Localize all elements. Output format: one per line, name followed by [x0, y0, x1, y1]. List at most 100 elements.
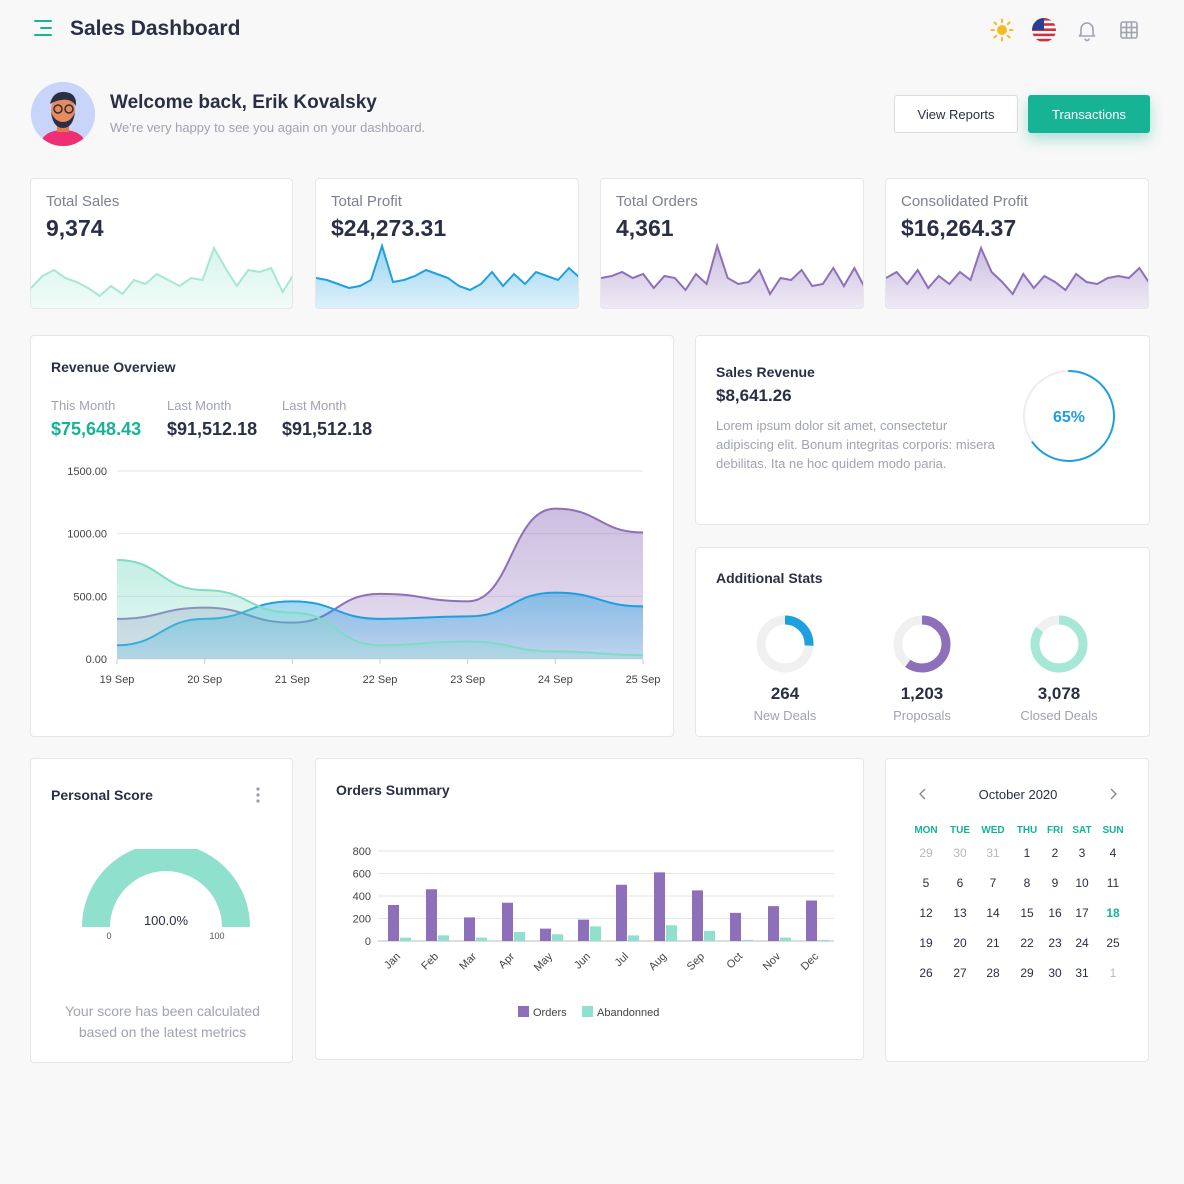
calendar-day[interactable]: 16 [1048, 906, 1062, 920]
bar [502, 902, 513, 941]
page-title: Sales Dashboard [70, 17, 241, 40]
calendar-day[interactable]: 2 [1051, 846, 1059, 860]
calendar-day[interactable]: 14 [986, 906, 1000, 920]
stat-label: Consolidated Profit [901, 193, 1028, 210]
series-line [116, 558, 644, 657]
calendar-day[interactable]: 21 [986, 936, 1000, 950]
calendar-day[interactable]: 11 [1106, 876, 1120, 890]
x-tick-label: Oct [725, 951, 746, 972]
calendar-day[interactable]: 30 [953, 846, 967, 860]
us-flag-icon[interactable] [1032, 18, 1056, 42]
legend-swatch [518, 1006, 529, 1017]
stat-label: Total Orders [616, 193, 698, 210]
calendar-day[interactable]: 20 [953, 936, 967, 950]
menu-icon[interactable] [34, 20, 56, 38]
calendar-day[interactable]: 22 [1020, 936, 1034, 950]
calendar-day[interactable]: 18 [1106, 906, 1120, 920]
y-tick-label: 0 [365, 936, 371, 948]
calendar-day[interactable]: 3 [1078, 846, 1086, 860]
transactions-button[interactable]: Transactions [1028, 95, 1150, 133]
calendar-day[interactable]: 1 [1109, 966, 1117, 980]
card-title: Sales Revenue [716, 364, 815, 380]
sales-revenue-card: Sales Revenue $8,641.26 Lorem ipsum dolo… [695, 335, 1150, 525]
sparkline-chart [316, 242, 578, 308]
stat-label: New Deals [753, 708, 817, 723]
x-tick-label: 19 Sep [100, 674, 135, 686]
bar [438, 935, 449, 941]
calendar-day[interactable]: 31 [1075, 966, 1089, 980]
calendar-day[interactable]: 13 [953, 906, 967, 920]
donut-arc [756, 615, 814, 673]
metric-value: $91,512.18 [282, 419, 373, 439]
bar [616, 884, 627, 941]
sales-revenue-progress-ring: 65% [1023, 370, 1115, 462]
calendar-day[interactable]: 7 [989, 876, 997, 890]
view-reports-button[interactable]: View Reports [894, 95, 1018, 133]
sales-revenue-value: $8,641.26 [716, 386, 792, 405]
calendar-month-title: October 2020 [978, 787, 1058, 802]
bar [704, 930, 715, 941]
sparkline-chart [886, 245, 1148, 308]
orders-summary-card: Orders Summary 0 200 400 600 800 Jan Feb Mar Apr… [315, 758, 864, 1060]
calendar-day[interactable]: 31 [986, 846, 1000, 860]
donut-arc [893, 615, 951, 673]
orders-bar-chart: 0 200 400 600 800 Jan Feb Mar Apr May Jun Jul Aug Sep… [353, 846, 834, 1019]
bar [768, 906, 779, 941]
calendar-day[interactable]: 25 [1106, 936, 1120, 950]
y-tick-label: 1500.00 [67, 466, 107, 478]
bar [818, 939, 829, 941]
calendar-day[interactable]: 1 [1023, 846, 1031, 860]
score-value: 100.0% [144, 913, 189, 928]
bell-icon[interactable] [1075, 18, 1099, 42]
card-title: Additional Stats [716, 570, 823, 586]
bar [578, 919, 589, 941]
bar [464, 917, 475, 941]
calendar-day[interactable]: 27 [953, 966, 967, 980]
weekday-label: THU [1016, 825, 1038, 836]
metric-label: This Month [51, 398, 116, 413]
bar [730, 912, 741, 941]
calendar-day[interactable]: 17 [1075, 906, 1089, 920]
calendar-day[interactable]: 19 [919, 936, 933, 950]
calendar-day[interactable]: 26 [919, 966, 933, 980]
stat-label: Closed Deals [1020, 708, 1098, 723]
welcome-title: Welcome back, Erik Kovalsky [110, 92, 377, 113]
weekday-label: TUE [950, 825, 970, 836]
calendar-day[interactable]: 6 [956, 876, 964, 890]
revenue-overview-card: Revenue Overview This Month $75,648.43 L… [30, 335, 674, 737]
calendar-day[interactable]: 8 [1023, 876, 1031, 890]
calendar-day[interactable]: 30 [1048, 966, 1062, 980]
calendar-day[interactable]: 10 [1075, 876, 1089, 890]
x-tick-label: 25 Sep [626, 674, 661, 686]
stat-value: 264 [770, 684, 800, 703]
calendar-day[interactable]: 5 [922, 876, 930, 890]
sales-revenue-description: Lorem ipsum dolor sit amet, consectetur … [716, 418, 995, 471]
additional-stats-card: Additional Stats 264 New Deals 1,203 Propos… [695, 547, 1150, 737]
y-tick-label: 1000.00 [67, 529, 107, 541]
bar [654, 872, 665, 941]
sun-icon[interactable] [990, 18, 1014, 42]
x-tick-label: Jul [613, 951, 631, 969]
stat-label: Total Sales [46, 193, 120, 210]
stat-value: $24,273.31 [331, 215, 447, 241]
bar [552, 934, 563, 941]
x-tick-label: May [532, 950, 556, 974]
calendar-day[interactable]: 9 [1051, 876, 1059, 890]
calendar-day[interactable]: 29 [919, 846, 933, 860]
calendar-day[interactable]: 24 [1075, 936, 1089, 950]
legend-swatch [582, 1006, 593, 1017]
sparkline-line [886, 245, 1148, 296]
calendar-day[interactable]: 4 [1109, 846, 1117, 860]
x-tick-label: Jun [572, 951, 593, 972]
calendar-day[interactable]: 12 [919, 906, 933, 920]
chevron-right-icon[interactable] [1106, 787, 1120, 801]
chevron-left-icon[interactable] [916, 787, 930, 801]
calendar-day[interactable]: 28 [986, 966, 1000, 980]
calendar-day[interactable]: 23 [1048, 936, 1062, 950]
sparkline-line [316, 242, 578, 292]
more-options-icon[interactable] [253, 785, 263, 805]
calendar-day[interactable]: 29 [1020, 966, 1034, 980]
bar [692, 890, 703, 941]
grid-icon[interactable] [1117, 18, 1141, 42]
calendar-day[interactable]: 15 [1020, 906, 1034, 920]
